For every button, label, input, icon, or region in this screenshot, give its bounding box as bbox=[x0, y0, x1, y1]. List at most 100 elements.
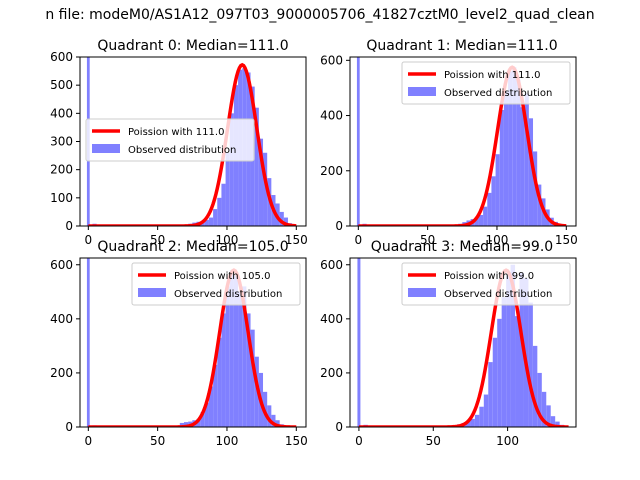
histogram-bar bbox=[537, 184, 542, 226]
histogram-bar bbox=[546, 405, 551, 427]
quadrant-1-title: Quadrant 1: Median=111.0 bbox=[366, 38, 557, 54]
quadrant-0-legend: Poission with 111.0 Observed distribution bbox=[85, 118, 255, 162]
histogram-bar bbox=[515, 316, 520, 427]
y-tick-label: 600 bbox=[320, 53, 343, 67]
x-tick-label: 100 bbox=[216, 233, 239, 247]
legend-hist-label: Observed distribution bbox=[128, 145, 236, 156]
x-tick-label: 100 bbox=[486, 233, 509, 247]
y-tick-label: 400 bbox=[50, 106, 73, 120]
histogram-bar bbox=[532, 345, 538, 427]
x-tick-label: 0 bbox=[84, 233, 92, 247]
axes-frame bbox=[79, 257, 307, 428]
quadrant-0-panel: 0 50 100 150 0 100 200 300 400 500 600 Poission wit… bbox=[50, 38, 308, 247]
histogram-bar bbox=[487, 192, 492, 226]
quadrant-2-plot-area bbox=[86, 258, 297, 427]
x-tick-label: 100 bbox=[216, 434, 239, 448]
histogram-bar bbox=[550, 416, 556, 427]
histogram-bar bbox=[183, 422, 189, 427]
y-tick-label: 200 bbox=[320, 164, 343, 178]
histogram-bar bbox=[520, 107, 525, 226]
histogram-bar bbox=[238, 291, 243, 427]
histogram-bar bbox=[225, 286, 230, 427]
legend-hist-swatch bbox=[92, 144, 120, 153]
y-tick-label: 200 bbox=[50, 366, 73, 380]
quadrant-3-panel: 0 50 100 0 200 400 600 Poission with 99.0 Observ… bbox=[320, 239, 577, 448]
histogram-bar bbox=[479, 406, 484, 427]
legend-hist-swatch bbox=[408, 87, 436, 96]
x-tick-label: 100 bbox=[496, 434, 519, 448]
y-tick-label: 300 bbox=[50, 135, 73, 149]
histogram-bar bbox=[242, 286, 247, 427]
histogram-bar bbox=[508, 71, 513, 226]
histogram-bar bbox=[233, 275, 239, 427]
axes-frame bbox=[349, 257, 577, 428]
histogram-bar bbox=[497, 318, 502, 427]
legend-hist-label: Observed distribution bbox=[174, 289, 282, 300]
histogram-bar bbox=[501, 297, 507, 427]
histogram-bar bbox=[492, 337, 498, 427]
histogram-bar bbox=[254, 107, 259, 226]
quadrant-2-panel: 0 50 100 150 0 200 400 600 Poission with 105.0 Ob… bbox=[50, 239, 308, 448]
histogram-bar bbox=[528, 118, 534, 226]
y-tick-label: 100 bbox=[50, 191, 73, 205]
quadrant-2-title: Quadrant 2: Median=105.0 bbox=[97, 239, 288, 255]
histogram-bar bbox=[221, 313, 226, 427]
quadrant-2-legend: Poission with 105.0 Observed distribution bbox=[131, 262, 301, 306]
legend-fit-label: Poission with 105.0 bbox=[174, 271, 270, 282]
histogram-bar bbox=[524, 93, 529, 226]
y-tick-label: 0 bbox=[65, 219, 73, 233]
legend-box bbox=[401, 61, 571, 105]
histogram-bar bbox=[503, 90, 509, 226]
legend-box bbox=[401, 262, 571, 306]
y-tick-label: 200 bbox=[320, 366, 343, 380]
histogram-bar bbox=[217, 337, 222, 427]
x-tick-label: 0 bbox=[355, 434, 363, 448]
histogram-bar bbox=[488, 362, 493, 427]
zero-count-spike-bar bbox=[86, 258, 90, 427]
histogram-bar bbox=[204, 402, 209, 427]
histogram-bar bbox=[495, 154, 500, 226]
histogram-bar bbox=[483, 206, 488, 226]
histogram-bar bbox=[510, 264, 516, 427]
y-tick-label: 600 bbox=[320, 258, 343, 272]
x-tick-label: 50 bbox=[420, 233, 435, 247]
x-tick-label: 50 bbox=[426, 434, 441, 448]
quadrant-1-panel: 0 50 100 150 0 200 400 600 Poission with 111.0 Ob… bbox=[320, 38, 578, 247]
histogram-bar bbox=[229, 270, 234, 427]
y-tick-label: 600 bbox=[50, 50, 73, 64]
quadrant-1-legend: Poission with 111.0 Observed distribution bbox=[401, 61, 571, 105]
histogram-bar bbox=[229, 113, 234, 226]
histogram-bar bbox=[512, 67, 517, 226]
zero-count-spike-bar bbox=[356, 57, 360, 226]
poisson-fit-line bbox=[88, 268, 297, 427]
y-tick-label: 200 bbox=[50, 163, 73, 177]
histogram-bar bbox=[200, 412, 205, 427]
legend-fit-label: Poission with 99.0 bbox=[444, 271, 534, 282]
histogram-bar bbox=[528, 302, 533, 427]
legend-hist-label: Observed distribution bbox=[444, 88, 552, 99]
quadrant-0-title: Quadrant 0: Median=111.0 bbox=[97, 38, 288, 54]
legend-box bbox=[85, 118, 255, 162]
histogram-bar bbox=[474, 414, 480, 427]
histogram-bar bbox=[221, 183, 226, 226]
y-tick-label: 400 bbox=[320, 312, 343, 326]
axes-frame bbox=[349, 56, 577, 227]
histogram-bar bbox=[499, 110, 504, 226]
legend-box bbox=[131, 262, 301, 306]
histogram-bar bbox=[283, 217, 288, 226]
quadrant-3-legend: Poission with 99.0 Observed distribution bbox=[401, 262, 571, 306]
histogram-bar bbox=[491, 176, 496, 226]
y-tick-label: 0 bbox=[65, 420, 73, 434]
legend-fit-label: Poission with 111.0 bbox=[128, 127, 224, 138]
y-tick-label: 400 bbox=[50, 312, 73, 326]
histogram-bar bbox=[516, 79, 521, 226]
histogram-bar bbox=[537, 372, 542, 427]
histogram-bar bbox=[533, 151, 538, 226]
histogram-bar bbox=[250, 329, 255, 427]
histogram-bar bbox=[204, 219, 209, 226]
histogram-bar bbox=[523, 278, 529, 427]
histogram-bar bbox=[478, 214, 484, 226]
histogram-bar bbox=[275, 420, 280, 427]
histogram-bar bbox=[519, 272, 524, 427]
